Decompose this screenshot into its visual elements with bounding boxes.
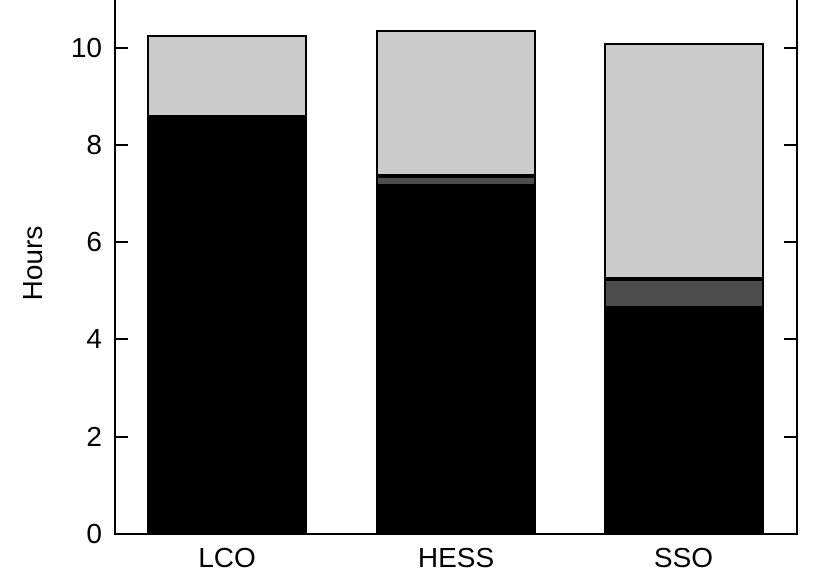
left-y-axis-line [114, 0, 116, 535]
dark-gray-segment [376, 176, 536, 187]
left-y-tick [116, 143, 128, 146]
black-segment [376, 186, 536, 534]
right-y-tick [784, 46, 796, 49]
y-tick-label: 0 [86, 518, 102, 549]
right-y-tick [784, 435, 796, 438]
y-tick-label: 4 [86, 323, 102, 355]
right-y-tick [784, 533, 796, 535]
right-y-tick [784, 338, 796, 341]
right-y-tick [784, 241, 796, 244]
right-y-axis-line [796, 0, 798, 535]
y-tick-label: 8 [86, 128, 102, 160]
left-y-tick [116, 338, 128, 341]
left-y-tick [116, 435, 128, 438]
x-category-label: SSO [653, 542, 714, 573]
dark-gray-segment [147, 116, 307, 121]
y-tick-label: 6 [86, 226, 102, 258]
light-gray-segment [147, 35, 307, 117]
left-y-tick [116, 533, 128, 535]
dark-gray-segment [603, 278, 764, 308]
x-axis-line [114, 533, 798, 535]
y-tick-label: 10 [70, 31, 102, 63]
y-tick-label: 2 [86, 420, 102, 452]
black-segment [603, 307, 764, 534]
x-category-label: LCO [198, 542, 256, 573]
light-gray-segment [376, 30, 536, 177]
x-category-label: HESS [417, 542, 495, 573]
black-segment [147, 120, 307, 534]
light-gray-segment [603, 42, 764, 279]
left-y-tick [116, 241, 128, 244]
left-y-tick [116, 46, 128, 49]
right-y-tick [784, 143, 796, 146]
y-axis-title: Hours [17, 225, 48, 301]
